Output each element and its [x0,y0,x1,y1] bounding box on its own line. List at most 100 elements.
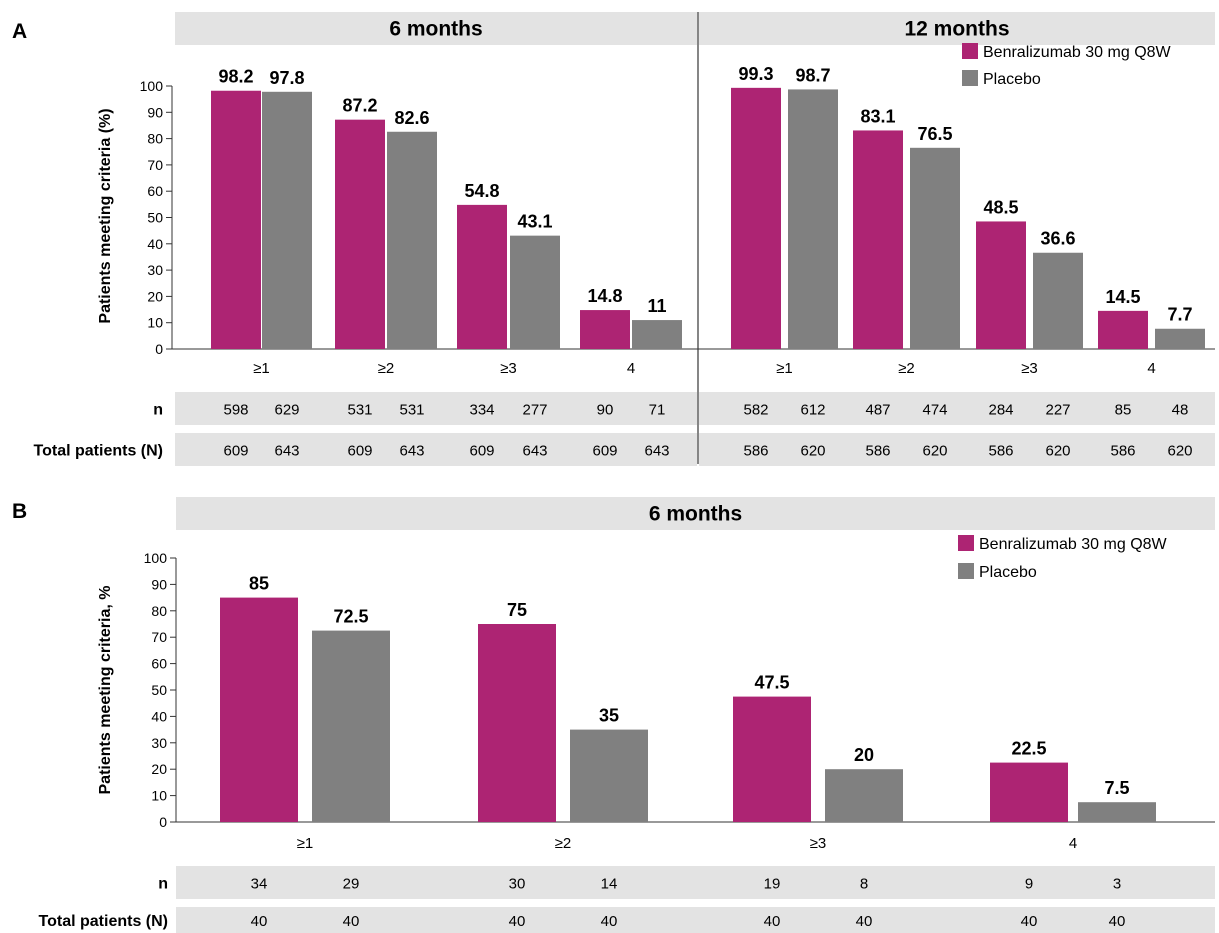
panel-b-y-tick-label: 100 [144,550,168,566]
panel-a-n-cell: 71 [649,402,666,419]
panel-a-n-cell: 612 [800,402,825,419]
panel-b-total-cell: 40 [601,913,618,930]
panel-b-data-label: 7.5 [1104,778,1129,798]
panel-a-legend-swatch-placebo [962,70,978,86]
panel-b-y-tick-label: 40 [151,708,167,724]
panel-a-n-cell: 48 [1172,402,1189,419]
panel-a-n-cell: 487 [865,402,890,419]
panel-a-n-row-band-1 [699,392,1215,425]
panel-a-header-band-0 [175,12,697,45]
panel-a-total-cell: 586 [743,443,768,460]
panel-a-y-tick-label: 80 [147,131,163,147]
panel-a-data-label: 48.5 [983,197,1018,217]
panel-a-total-cell: 620 [800,443,825,460]
panel-a-bar-benralizumab [853,130,903,349]
panel-a-total-cell: 586 [1110,443,1135,460]
panel-a-data-label: 14.8 [587,286,622,306]
panel-b-y-axis-title: Patients meeting criteria, % [97,586,114,795]
panel-a-category-label: 4 [1147,360,1155,377]
panel-a-total-cell: 609 [469,443,494,460]
panel-b-data-label: 85 [249,574,269,594]
panel-b-row-label-n: n [158,876,168,893]
panel-b-legend-swatch-placebo [958,563,974,579]
panel-a-data-label: 36.6 [1040,229,1075,249]
panel-a-y-tick-label: 40 [147,236,163,252]
panel-b-y-tick-label: 80 [151,603,167,619]
panel-b-n-cell: 30 [509,876,526,893]
panel-a-data-label: 87.2 [342,96,377,116]
panel-a-data-label: 14.5 [1105,287,1140,307]
panel-b-data-label: 20 [854,745,874,765]
panel-a-n-cell: 582 [743,402,768,419]
panel-a-y-tick-label: 70 [147,157,163,173]
panel-a-n-cell: 334 [469,402,494,419]
panel-a-n-cell: 85 [1115,402,1132,419]
panel-b-y-tick-label: 30 [151,735,167,751]
panel-b-y-tick-label: 70 [151,629,167,645]
panel-a-group-title-0: 6 months [389,18,482,41]
panel-a-group-title-1: 12 months [904,18,1009,41]
panel-a-bar-placebo [910,147,960,349]
panel-a-bar-placebo [1155,328,1205,349]
panel-a-n-cell: 474 [922,402,947,419]
panel-a-data-label: 11 [647,296,666,316]
panel-a-data-label: 83.1 [860,106,895,126]
panel-a-category-label: ≥3 [500,360,517,377]
panel-a-category-label: ≥3 [1021,360,1038,377]
panel-a-total-cell: 586 [988,443,1013,460]
panel-a-y-tick-label: 0 [155,341,163,357]
panel-b-category-label: ≥2 [555,835,572,852]
panel-a-bar-placebo [510,235,560,349]
panel-a-bar-benralizumab [1098,310,1148,349]
panel-a-bar-benralizumab [457,204,507,349]
panel-a-data-label: 43.1 [517,212,552,232]
panel-a-category-label: ≥1 [253,360,270,377]
panel-a-y-tick-label: 90 [147,104,163,120]
panel-b-n-cell: 14 [601,876,618,893]
panel-a-category-label: 4 [627,360,635,377]
panel-b-row-label-total: Total patients (N) [39,913,168,930]
panel-b-data-label: 75 [507,600,527,620]
panel-a-total-cell: 620 [1167,443,1192,460]
panel-a-category-label: ≥1 [776,360,793,377]
panel-b-total-cell: 40 [764,913,781,930]
panel-a-bar-benralizumab [211,90,261,349]
panel-b-n-cell: 9 [1025,876,1033,893]
panel-a-bar-placebo [387,131,437,349]
panel-b-bar-benralizumab [733,696,811,822]
panel-a-total-cell: 620 [922,443,947,460]
panel-b-category-label: ≥1 [297,835,314,852]
panel-b-legend-swatch-benralizumab [958,535,974,551]
panel-a-y-tick-label: 60 [147,183,163,199]
panel-a-bar-benralizumab [976,221,1026,349]
panel-b-data-label: 35 [599,706,619,726]
panel-a-bar-benralizumab [731,87,781,349]
panel-a-total-cell: 643 [399,443,424,460]
panel-a-bar-placebo [788,89,838,349]
panel-a-data-label: 54.8 [464,181,499,201]
panel-a-bar-benralizumab [580,310,630,349]
panel-a-total-cell: 586 [865,443,890,460]
panel-b-legend-label-placebo: Placebo [979,564,1037,581]
panel-a-row-label-n: n [153,402,163,419]
panel-a-data-label: 97.8 [269,68,304,88]
panel-b-total-cell: 40 [509,913,526,930]
panel-a-data-label: 99.3 [738,64,773,84]
panel-a-data-label: 82.6 [394,108,429,128]
panel-b-group-title-0: 6 months [649,503,742,526]
panel-a-total-cell: 620 [1045,443,1070,460]
panel-a-n-cell: 531 [347,402,372,419]
panel-a-n-cell: 598 [223,402,248,419]
panel-b-total-cell: 40 [1021,913,1038,930]
panel-a-bar-placebo [1033,252,1083,349]
panel-b-total-cell: 40 [343,913,360,930]
panel-a-letter: A [12,20,27,43]
panel-b-data-label: 47.5 [754,673,789,693]
panel-a-n-row-band-0 [175,392,697,425]
panel-a-total-cell: 643 [522,443,547,460]
panel-b-total-row-band-0 [176,907,1215,933]
panel-b-data-label: 22.5 [1011,739,1046,759]
panel-b-y-tick-label: 20 [151,761,167,777]
panel-b-total-cell: 40 [1109,913,1126,930]
